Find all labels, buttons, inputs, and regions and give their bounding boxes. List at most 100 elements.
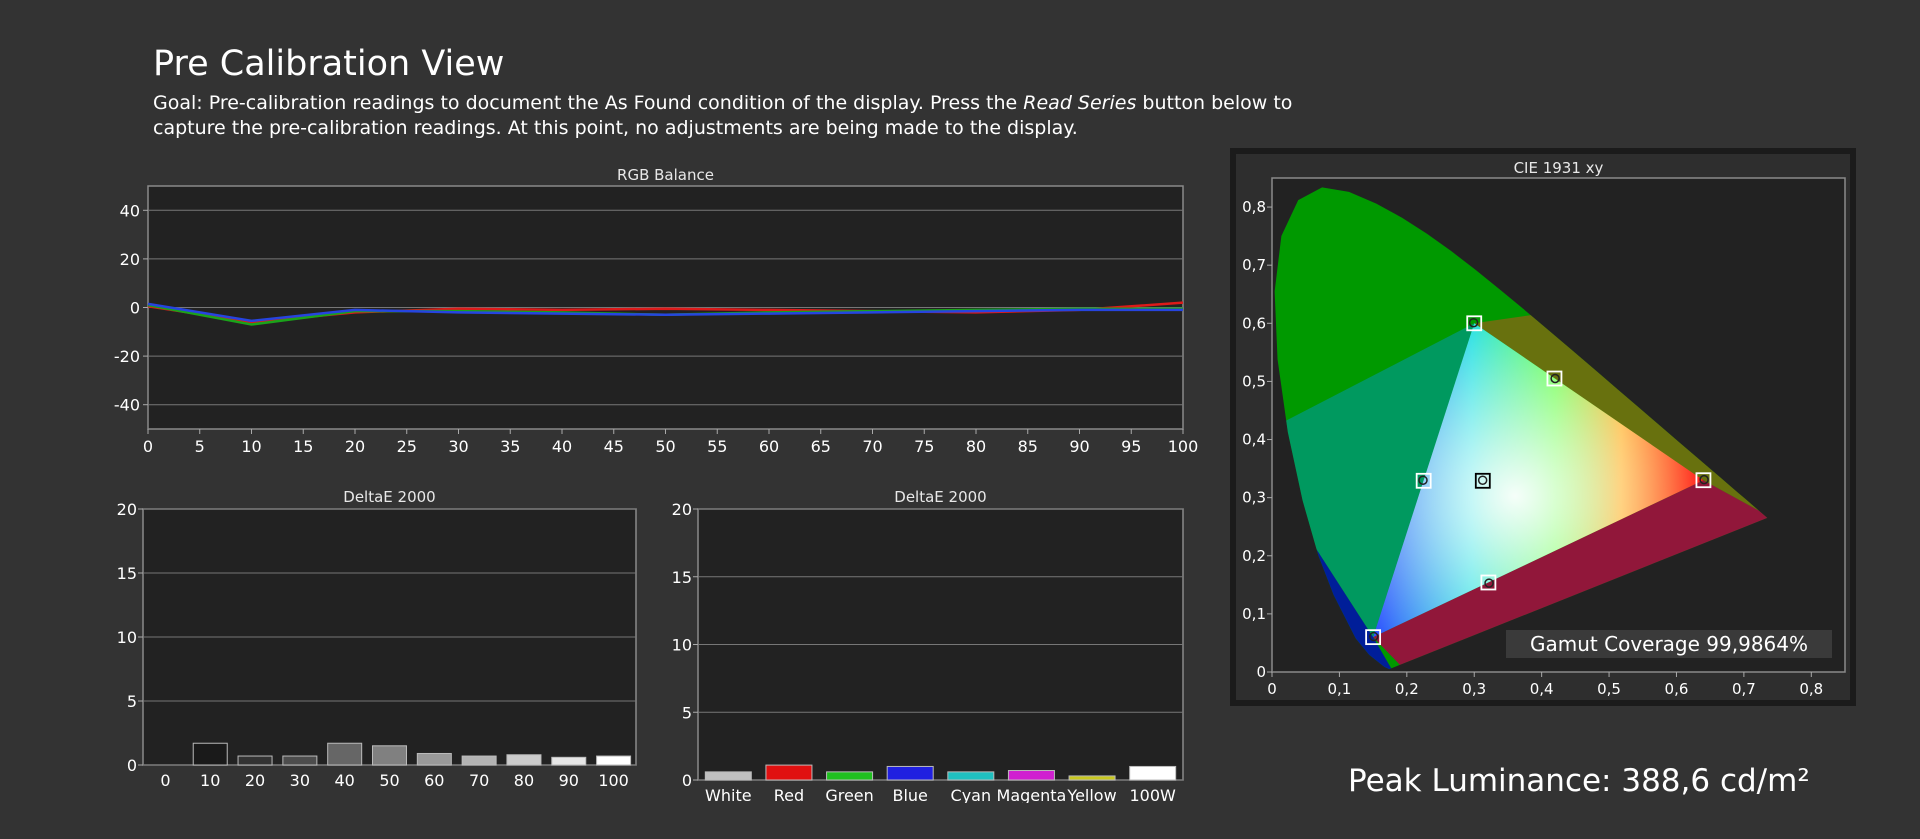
x-tick-label: 95 xyxy=(1121,437,1141,456)
y-tick-label: 0,4 xyxy=(1242,431,1266,449)
bar xyxy=(192,742,228,766)
bar xyxy=(327,742,363,766)
x-tick-label: 0,6 xyxy=(1665,680,1689,698)
bar xyxy=(1129,765,1177,781)
x-tick-label: 60 xyxy=(759,437,779,456)
goal-read-series: Read Series xyxy=(1023,92,1137,114)
measured-point xyxy=(1468,317,1479,328)
chart-title: CIE 1931 xy xyxy=(1514,159,1604,177)
y-tick-label: 15 xyxy=(672,568,692,587)
x-tick-label: 60 xyxy=(424,771,444,790)
target-square xyxy=(1480,574,1497,591)
x-tick-label: 35 xyxy=(500,437,520,456)
x-tick-label: 0,3 xyxy=(1462,680,1486,698)
y-tick-label: 20 xyxy=(117,500,137,519)
x-tick-label: 65 xyxy=(811,437,831,456)
x-tick-label: 80 xyxy=(514,771,534,790)
purple-region xyxy=(1373,480,1768,670)
bar xyxy=(947,771,995,781)
x-tick-label: 45 xyxy=(604,437,624,456)
chart-title: DeltaE 2000 xyxy=(894,488,986,506)
gamut-coverage-box xyxy=(1506,630,1832,658)
goal-text: Goal: Pre-calibration readings to docume… xyxy=(153,91,1293,141)
bar xyxy=(765,764,813,781)
x-tick-label: 30 xyxy=(448,437,468,456)
chart-title: RGB Balance xyxy=(617,166,714,184)
bar xyxy=(506,754,542,766)
x-tick-label: 90 xyxy=(559,771,579,790)
y-tick-label: 20 xyxy=(120,250,140,269)
bar xyxy=(596,755,632,766)
bar xyxy=(282,755,318,766)
yellow-region xyxy=(1474,311,1768,521)
peak-luminance: Peak Luminance: 388,6 cd/m² xyxy=(1348,763,1810,799)
target-square xyxy=(1466,315,1483,332)
x-tick-label: Magenta xyxy=(997,786,1067,803)
x-tick-label: 70 xyxy=(469,771,489,790)
x-tick-label: 15 xyxy=(293,437,313,456)
x-tick-label: 10 xyxy=(200,771,220,790)
y-tick-label: 0,6 xyxy=(1242,314,1266,332)
series-line xyxy=(147,302,1183,323)
y-tick-label: 0 xyxy=(127,756,137,775)
bar xyxy=(551,756,587,766)
rgb-balance-chart: RGB Balance 40 20 0 -20 -40 0 5 10 15 20 25 30 35 40 45… xyxy=(114,166,1198,456)
y-tick-label: 5 xyxy=(127,692,137,711)
x-tick-label: 0,7 xyxy=(1732,680,1756,698)
goal-prefix: Goal: Pre-calibration readings to docume… xyxy=(153,92,1024,114)
x-tick-label: 20 xyxy=(245,771,265,790)
x-tick-label: 50 xyxy=(655,437,675,456)
y-tick-label: 0 xyxy=(682,771,692,790)
x-tick-label: Green xyxy=(825,786,873,803)
target-square xyxy=(1365,629,1382,646)
x-tick-label: 0 xyxy=(160,771,170,790)
cie-1931-chart: CIE 1931 xy 0 0,1 0,2 0,3 0,4 0,5 0,6 0,7 0,8 0 0,1… xyxy=(1230,148,1856,706)
measured-point xyxy=(1477,475,1488,485)
y-tick-label: 0,8 xyxy=(1242,198,1266,216)
y-tick-label: -20 xyxy=(114,347,140,366)
goal-suffix: button below to capture the pre-calibrat… xyxy=(153,92,1293,139)
bar xyxy=(704,771,752,781)
target-square xyxy=(1546,370,1563,387)
x-tick-label: 0,8 xyxy=(1799,680,1823,698)
measured-point xyxy=(1484,578,1494,588)
y-tick-label: 15 xyxy=(117,564,137,583)
y-tick-label: 0,5 xyxy=(1242,372,1266,390)
x-tick-label: 10 xyxy=(241,437,261,456)
bar xyxy=(461,755,497,766)
measured-point xyxy=(1418,475,1428,485)
x-tick-label: 0,1 xyxy=(1327,680,1351,698)
bar xyxy=(372,745,407,766)
deltae-grayscale-chart: DeltaE 2000 0 5 10 15 20 0 10 20 30 40 50 60 70 80 90 10… xyxy=(117,488,637,790)
bar xyxy=(1007,770,1055,781)
y-tick-label: 40 xyxy=(120,201,140,220)
gamut-coverage-label: Gamut Coverage 99,9864% xyxy=(1530,632,1808,656)
measured-point xyxy=(1369,631,1379,642)
y-tick-label: 0 xyxy=(1256,663,1266,681)
x-tick-label: 5 xyxy=(195,437,205,456)
x-tick-label: 50 xyxy=(379,771,399,790)
x-tick-label: 85 xyxy=(1018,437,1038,456)
x-tick-label: 100W xyxy=(1130,786,1177,803)
y-tick-label: 0,7 xyxy=(1242,256,1266,274)
y-tick-label: 5 xyxy=(682,703,692,722)
target-square xyxy=(1695,472,1712,489)
x-tick-label: 0 xyxy=(143,437,153,456)
bar xyxy=(826,771,874,781)
x-tick-label: 0,5 xyxy=(1597,680,1621,698)
x-tick-label: 0,4 xyxy=(1530,680,1554,698)
target-square xyxy=(1415,472,1432,489)
page-title: Pre Calibration View xyxy=(153,44,505,84)
measured-point xyxy=(1550,373,1560,384)
y-tick-label: 20 xyxy=(672,500,692,519)
bar xyxy=(237,755,273,766)
x-tick-label: Cyan xyxy=(951,786,992,803)
gamut-white-center xyxy=(1373,323,1704,638)
x-tick-label: 0,2 xyxy=(1395,680,1419,698)
x-tick-label: 40 xyxy=(552,437,572,456)
x-tick-label: 70 xyxy=(862,437,882,456)
y-tick-label: 0 xyxy=(130,299,140,318)
x-tick-label: Blue xyxy=(892,786,927,803)
x-tick-label: 25 xyxy=(397,437,417,456)
measured-point xyxy=(1699,474,1709,485)
